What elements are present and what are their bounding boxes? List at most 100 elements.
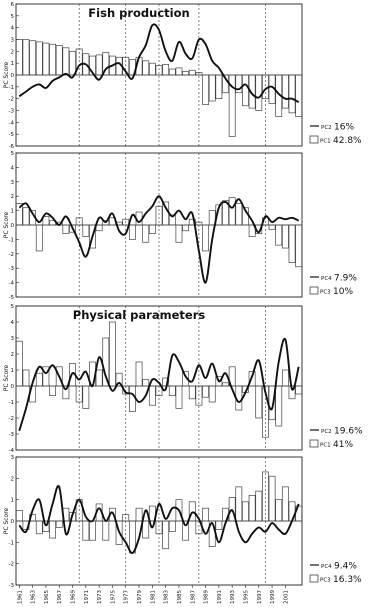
x-tick-label: 1993 <box>230 590 236 604</box>
bar-pc3-1993 <box>228 197 236 226</box>
bar-pc1-1997 <box>255 385 263 419</box>
x-tick-label: 1963 <box>31 590 37 604</box>
legend-label: PC3 <box>320 578 331 584</box>
y-tick-label: 6 <box>11 2 15 8</box>
y-tick-label: -3 <box>9 583 15 589</box>
legend-label: PC1 <box>320 139 331 145</box>
bar-pc1-1971 <box>82 385 90 409</box>
y-tick-label: -4 <box>9 448 15 454</box>
bar-pc3-1989 <box>202 224 209 252</box>
bar-pc1-1981 <box>148 385 156 406</box>
x-tick-label: 1981 <box>150 590 156 604</box>
y-tick-label: -2 <box>9 97 14 103</box>
legend-value: 10% <box>333 287 353 297</box>
bar-pc1-1964 <box>35 372 43 387</box>
y-tick-label: 1 <box>11 209 15 215</box>
bar-pc1-1962 <box>22 369 30 387</box>
x-tick-label: 1975 <box>110 590 116 604</box>
bar-pc1-1991 <box>215 376 223 387</box>
bar-pc1-2003 <box>295 385 303 395</box>
y-tick-label: 3 <box>11 180 15 186</box>
bar-pc3-1978 <box>128 224 136 240</box>
legend-value: 41% <box>333 440 353 450</box>
line-pc2 <box>18 23 300 104</box>
bar-pc1-1974 <box>102 52 110 76</box>
line-pc4 <box>18 195 300 284</box>
bar-pc3-1979 <box>135 507 143 522</box>
bar-pc1-1994 <box>235 74 243 94</box>
y-tick-label: -2 <box>9 416 14 422</box>
bar-pc3-1971 <box>82 520 90 541</box>
bar-pc3-1984 <box>168 214 176 226</box>
bar-pc1-1961 <box>15 39 23 76</box>
bar-pc3-1983 <box>162 520 170 550</box>
bar-pc1-1968 <box>62 47 70 76</box>
bar-pc3-1974 <box>102 520 110 541</box>
x-tick-label: 1997 <box>257 590 263 604</box>
bar-pc1-1975 <box>109 321 116 387</box>
y-tick-label: -1 <box>9 85 14 91</box>
bar-pc3-1972 <box>89 224 96 249</box>
bar-pc3-1964 <box>35 520 43 535</box>
line-pc2 <box>18 337 300 432</box>
bar-pc3-2000 <box>275 499 283 522</box>
bar-pc1-1973 <box>95 369 103 387</box>
bar-pc1-1989 <box>202 74 209 105</box>
bar-pc3-1967 <box>55 520 63 528</box>
bar-pc3-1961 <box>15 509 23 522</box>
bar-pc1-1975 <box>109 55 116 76</box>
bar-pc1-2002 <box>288 74 296 114</box>
legend-label: PC1 <box>320 443 331 449</box>
legend-value: 42.8% <box>333 136 362 146</box>
y-tick-label: 1 <box>11 61 15 67</box>
y-axis-label: PC Score <box>3 211 10 238</box>
legend-label: PC3 <box>320 290 331 296</box>
line-pc4 <box>18 484 300 554</box>
y-tick-label: 2 <box>11 352 15 358</box>
chart-panel-4: -3 -2 -1 0 1 2 3 PC Score PC4 9.4%PC3 16.3% <box>3 455 362 589</box>
legend-box-swatch <box>309 439 319 448</box>
y-tick-label: -4 <box>9 120 15 126</box>
y-tick-label: -2 <box>9 562 14 568</box>
chart-panel-3: -4 -3 -2 -1 0 1 2 3 4 5 PC Score Physical parameter… <box>3 304 363 454</box>
bar-pc1-1985 <box>175 385 183 409</box>
bar-pc1-1981 <box>148 62 156 76</box>
bar-pc1-1967 <box>55 45 63 76</box>
bar-pc1-1984 <box>168 385 176 396</box>
y-tick-label: 1 <box>11 498 15 504</box>
bar-pc3-1992 <box>222 200 229 226</box>
bar-pc1-1966 <box>49 385 56 396</box>
x-tick-label: 1987 <box>190 590 196 604</box>
x-tick-label: 1969 <box>71 590 77 604</box>
x-tick-label: 1983 <box>164 590 170 604</box>
y-tick-label: 0 <box>11 384 15 390</box>
legend-value: 16% <box>334 123 354 133</box>
legend-value: 16.3% <box>333 575 362 585</box>
y-tick-label: 3 <box>11 38 15 44</box>
bar-pc3-1961 <box>15 203 23 226</box>
bar-pc1-1986 <box>182 371 190 387</box>
bar-pc1-1989 <box>202 385 209 398</box>
bar-pc1-1992 <box>222 382 229 387</box>
legend-value: 19.6% <box>334 427 363 437</box>
x-tick-label: 1979 <box>137 590 143 604</box>
bar-pc1-1967 <box>55 366 63 387</box>
legend-label: PC2 <box>321 125 332 131</box>
bar-pc1-1986 <box>182 71 190 76</box>
bar-pc3-1980 <box>142 520 150 539</box>
bar-pc3-1969 <box>69 224 76 233</box>
y-tick-label: 2 <box>11 194 15 200</box>
legend-box-swatch <box>309 135 319 144</box>
bar-pc3-1965 <box>42 216 50 226</box>
x-tick-label: 1989 <box>204 590 210 604</box>
bar-pc3-1986 <box>182 520 190 541</box>
y-tick-label: 0 <box>11 519 15 525</box>
bar-pc1-1969 <box>69 50 76 76</box>
legend-box-swatch <box>309 286 319 295</box>
x-tick-label: 2001 <box>283 590 289 604</box>
x-tick-label: 1971 <box>84 590 90 604</box>
bar-pc3-1965 <box>42 520 50 533</box>
bar-pc1-1963 <box>29 40 37 76</box>
bar-pc3-2001 <box>281 486 289 522</box>
